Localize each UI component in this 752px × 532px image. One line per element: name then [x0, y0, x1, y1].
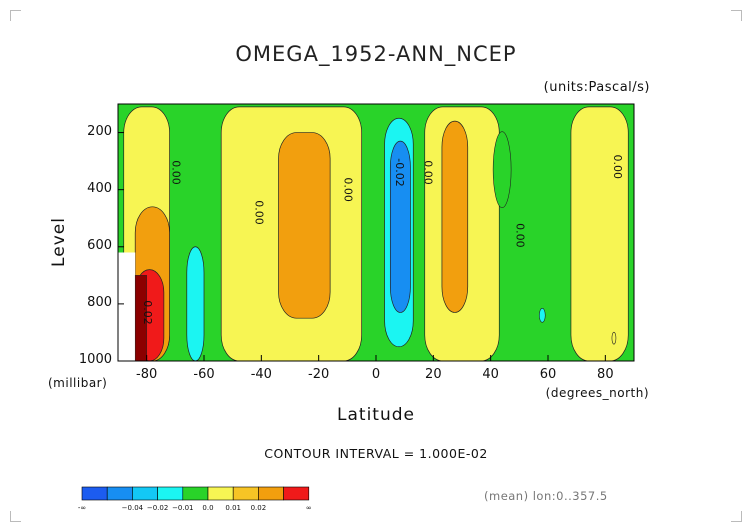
y-tick-label: 200: [87, 123, 112, 139]
y-tick-label: 400: [87, 180, 112, 196]
contour-label-3: 0.00: [341, 177, 354, 202]
colorbar-swatch-5: [182, 486, 209, 501]
y-tick-label: 800: [87, 294, 112, 310]
contour-label-7: 0.00: [611, 155, 624, 180]
green-inset-patch: [492, 131, 512, 208]
colorbar-label-6: 0.01: [225, 504, 241, 512]
y-axis-units: (millibar): [48, 376, 108, 390]
x-tick-label: 60: [539, 367, 557, 382]
contour-label-6: 0.00: [513, 223, 526, 248]
x-tick-label: -40: [250, 367, 272, 382]
contour-interval-note: CONTOUR INTERVAL = 1.000E-02: [264, 446, 488, 461]
contour-region-7: [441, 120, 469, 313]
x-tick-label: -60: [193, 367, 215, 382]
y-axis-title: Level: [48, 217, 69, 267]
plot-axes: [117, 103, 635, 362]
small-negative-patch: [538, 308, 546, 323]
colorbar: -∞ −0.04 −0.02 −0.01 0.0 0.01 0.02 ∞: [78, 486, 312, 512]
colorbar-swatch-7: [232, 486, 259, 501]
contour-regions: [118, 104, 634, 362]
x-axis-title: Latitude: [337, 405, 415, 425]
x-tick-label: 80: [597, 367, 614, 382]
colorbar-swatch-3: [132, 486, 158, 501]
colorbar-label-8: ∞: [306, 504, 312, 512]
terrain-mask: [118, 252, 136, 361]
colorbar-label-7: 0.02: [251, 504, 267, 512]
colorbar-swatch-2: [106, 486, 133, 501]
contour-region-5: [389, 140, 411, 313]
colorbar-label-1: -∞: [78, 504, 86, 512]
contour-label-8: 0.02: [141, 300, 154, 325]
contour-label-4: -0.02: [393, 158, 406, 186]
colorbar-swatch-8: [258, 486, 284, 501]
x-tick-label: -80: [136, 367, 158, 382]
contour-label-1: 0.00: [169, 160, 182, 185]
contour-label-2: 0.00: [253, 200, 266, 225]
mean-longitude-note: (mean) lon:0..357.5: [484, 489, 608, 503]
colorbar-swatch-4: [157, 486, 184, 501]
colorbar-label-4: −0.01: [172, 504, 193, 512]
contour-region-9: [186, 246, 205, 362]
colorbar-swatch-6: [207, 486, 234, 501]
x-tick-label: 40: [482, 367, 499, 382]
crop-mark-tr: [731, 10, 742, 21]
crop-mark-br: [731, 511, 742, 522]
colorbar-label-2: −0.04: [122, 504, 144, 512]
contour-region-3: [278, 132, 331, 319]
colorbar-swatch-9: [283, 486, 310, 501]
x-axis-units: (degrees_north): [545, 386, 649, 400]
chart-title: OMEGA_1952-ANN_NCEP: [235, 42, 517, 66]
x-tick-label: 0: [371, 367, 381, 382]
y-tick-label: 600: [87, 237, 112, 253]
colorbar-swatch-1: [81, 486, 108, 501]
contour-region-8: [570, 106, 629, 362]
colorbar-label-5: 0.0: [202, 504, 213, 512]
contour-label-5: 0.00: [422, 160, 435, 185]
y-tick-label: 1000: [78, 352, 112, 367]
units-label: (units:Pascal/s): [543, 80, 650, 95]
crop-mark-tl: [10, 10, 21, 21]
contour-labels: 0.00 0.00 0.00 -0.02 0.00 0.00 0.00 0.02: [141, 155, 624, 325]
x-tick-label: 20: [425, 367, 442, 382]
small-positive-patch: [611, 331, 617, 345]
colorbar-label-3: −0.02: [147, 504, 168, 512]
crop-mark-bl: [10, 511, 21, 522]
x-tick-label: -20: [308, 367, 330, 382]
